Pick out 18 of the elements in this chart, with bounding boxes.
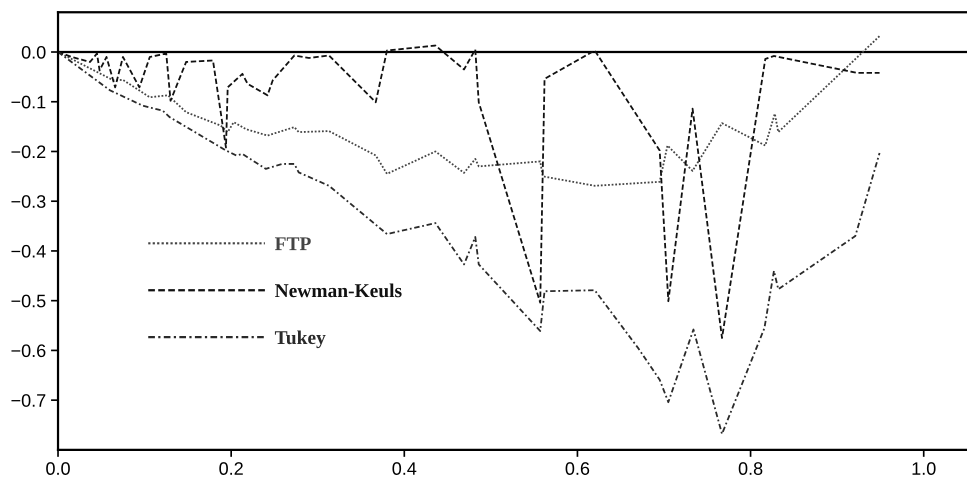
x-tick-label: 0.2 [219, 462, 243, 475]
text: Newman-Keuls [275, 284, 402, 298]
x-tick-label: 1.0 [912, 462, 936, 475]
x-tick-label: 0.0 [46, 462, 70, 475]
y-tick-label: −0.6 [11, 344, 46, 358]
y-tick-label: −0.1 [11, 96, 46, 108]
y-tick-label: −0.3 [11, 195, 46, 208]
text: FTP [274, 237, 311, 250]
text: Tukey [274, 330, 326, 348]
y-tick-label: −0.4 [11, 244, 46, 258]
y-tick-label: −0.5 [11, 294, 46, 308]
x-tick-label: 0.8 [738, 462, 762, 475]
x-tick-label: 0.6 [566, 462, 590, 475]
x-tick-label: 0.4 [392, 462, 416, 475]
y-tick-label: −0.2 [11, 145, 46, 158]
y-tick-label: 0.0 [22, 46, 46, 59]
line-series [58, 51, 880, 435]
y-tick-label: −0.7 [11, 394, 46, 407]
